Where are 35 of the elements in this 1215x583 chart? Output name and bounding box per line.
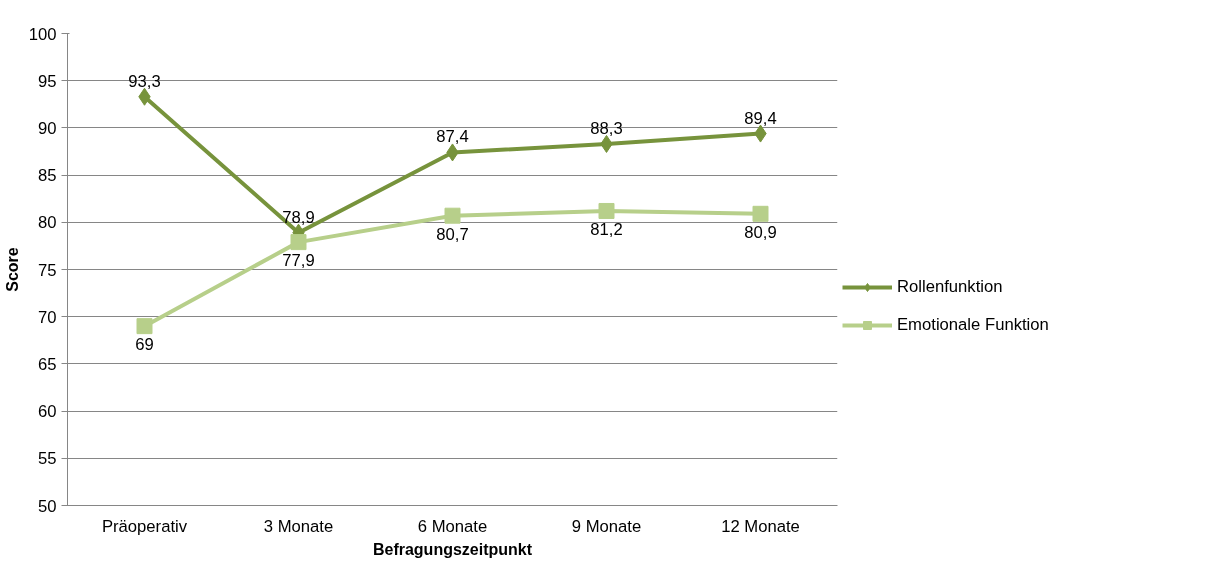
y-tick-label: 55 xyxy=(37,449,57,469)
y-tick-label: 80 xyxy=(37,213,57,233)
x-tick-label: Präoperativ xyxy=(101,516,188,536)
data-label: 69 xyxy=(135,335,154,355)
point xyxy=(444,207,461,224)
data-label: 77,9 xyxy=(282,251,315,271)
data-label: 93,3 xyxy=(128,71,161,91)
data-label: 78,9 xyxy=(282,207,315,227)
y-axis-title: Score xyxy=(3,247,21,292)
data-label: 80,7 xyxy=(436,224,469,244)
data-label: 81,2 xyxy=(590,219,623,239)
data-label: 89,4 xyxy=(744,108,777,128)
y-tick-label: 100 xyxy=(28,24,57,44)
x-axis-title: Befragungszeitpunkt xyxy=(372,540,533,558)
data-label: 88,3 xyxy=(590,118,623,138)
point xyxy=(290,234,307,251)
point xyxy=(598,202,615,219)
y-tick-label: 95 xyxy=(37,71,57,91)
data-label: 87,4 xyxy=(436,127,469,147)
data-label: 80,9 xyxy=(744,222,777,242)
x-tick-label: 9 Monate xyxy=(571,516,642,536)
x-tick-label: 6 Monate xyxy=(417,516,488,536)
point xyxy=(752,205,769,222)
y-tick-label: 60 xyxy=(37,402,57,422)
point xyxy=(136,318,153,335)
y-tick-label: 90 xyxy=(37,118,57,138)
legend-label: Rollenfunktion xyxy=(897,277,1003,297)
y-tick-label: 65 xyxy=(37,354,57,374)
y-tick-label: 50 xyxy=(37,496,57,516)
y-tick-label: 70 xyxy=(37,307,57,327)
x-tick-label: 12 Monate xyxy=(721,516,800,536)
y-tick-label: 85 xyxy=(37,166,57,186)
x-tick-label: 3 Monate xyxy=(263,516,334,536)
legend-label: Emotionale Funktion xyxy=(897,315,1049,335)
y-tick-label: 75 xyxy=(37,260,57,280)
